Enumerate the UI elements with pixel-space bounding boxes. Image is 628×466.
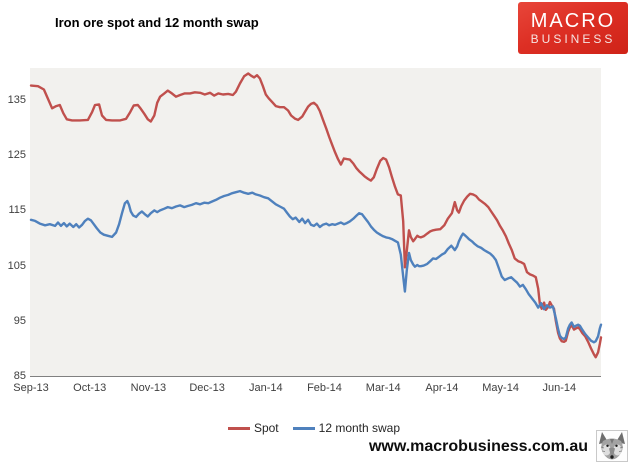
chart-legend: Spot 12 month swap [0, 420, 628, 436]
legend-item: 12 month swap [292, 421, 401, 435]
plot-area [30, 68, 601, 376]
x-tick-label: Apr-14 [425, 382, 459, 394]
wolf-logo-icon [596, 430, 628, 462]
legend-label: Spot [253, 421, 279, 435]
swap-legend-swatch [292, 426, 315, 430]
chart-title: Iron ore spot and 12 month swap [55, 15, 259, 30]
x-tick-label: May-14 [482, 382, 519, 394]
spot-legend-swatch [227, 426, 250, 430]
y-tick-label: 135 [7, 94, 26, 106]
x-tick-label: Nov-13 [130, 382, 167, 394]
logo-text-macro: MACRO [530, 9, 616, 32]
site-url: www.macrobusiness.com.au [368, 438, 588, 455]
x-tick-label: Sep-13 [13, 382, 49, 394]
x-tick-label: Oct-13 [73, 382, 107, 394]
x-tick-label: Mar-14 [365, 382, 401, 394]
y-tick-label: 85 [13, 370, 26, 382]
y-tick-label: 115 [8, 204, 26, 217]
y-tick-label: 125 [7, 149, 26, 162]
y-tick-label: 105 [7, 259, 26, 272]
x-tick-label: Jan-14 [248, 382, 283, 394]
legend-item: Spot [227, 421, 279, 435]
y-tick-label: 95 [13, 314, 26, 327]
logo-text-business: BUSINESS [530, 31, 616, 46]
x-tick-label: Jun-14 [542, 382, 577, 394]
x-tick-label: Feb-14 [307, 382, 342, 394]
legend-label: 12 month swap [318, 421, 401, 435]
macrobusiness-logo: MACRO BUSINESS [518, 2, 628, 54]
x-tick-label: Dec-13 [189, 382, 225, 394]
